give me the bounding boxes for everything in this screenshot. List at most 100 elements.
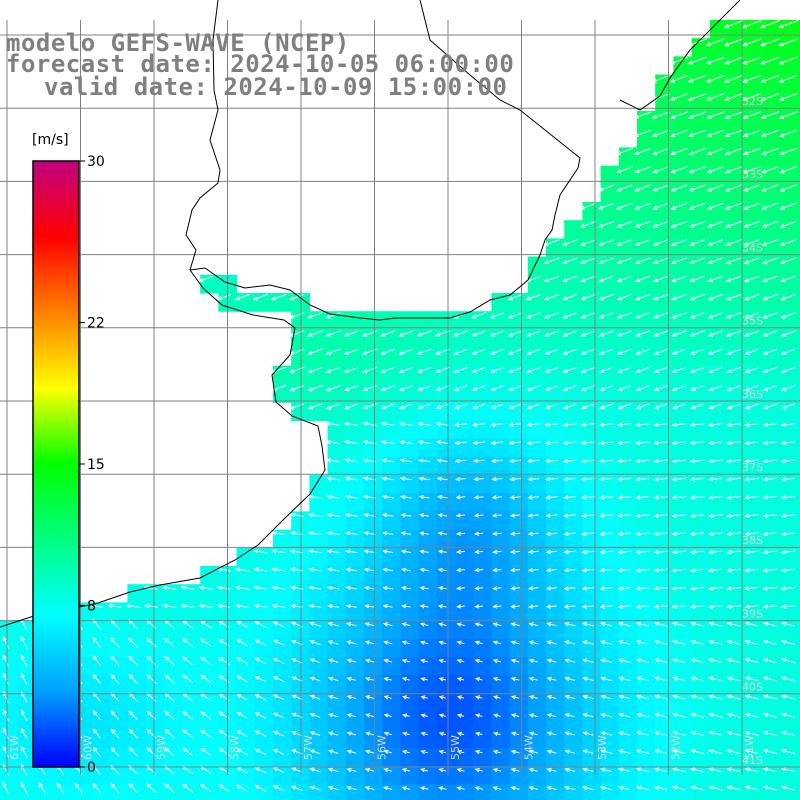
wind-vector xyxy=(563,604,576,609)
wind-vector xyxy=(2,781,10,795)
wind-vector xyxy=(690,730,704,736)
speed-cell xyxy=(709,693,729,713)
speed-cell xyxy=(582,657,602,676)
speed-cell xyxy=(618,438,638,458)
speed-cell xyxy=(673,657,693,676)
wind-vector xyxy=(762,440,778,446)
speed-cell xyxy=(436,784,456,800)
speed-cell xyxy=(782,693,800,713)
speed-cell xyxy=(127,657,147,676)
wind-vector xyxy=(780,531,796,537)
speed-cell xyxy=(582,711,602,731)
wind-vector xyxy=(400,531,412,536)
wind-vector xyxy=(325,330,341,337)
speed-cell xyxy=(618,529,638,549)
wind-vector xyxy=(708,385,723,392)
speed-cell xyxy=(637,456,656,476)
wind-vector xyxy=(490,422,504,427)
wind-vector xyxy=(546,785,557,791)
wind-vector xyxy=(653,385,668,392)
wind-vector xyxy=(635,785,650,791)
wind-vector xyxy=(254,694,267,701)
speed-cell xyxy=(345,766,365,785)
wind-vector xyxy=(564,749,575,754)
wind-vector xyxy=(708,749,723,755)
wind-vector xyxy=(492,586,502,591)
wind-vector xyxy=(74,782,83,794)
speed-cell xyxy=(182,675,201,694)
speed-cell xyxy=(691,420,711,440)
speed-cell xyxy=(327,475,347,494)
wind-vector xyxy=(252,294,268,301)
wind-vector xyxy=(308,603,322,609)
wind-vector xyxy=(471,312,487,319)
wind-vector xyxy=(20,636,28,649)
wind-vector xyxy=(706,75,725,83)
wind-vector xyxy=(726,767,741,773)
wind-vector xyxy=(364,695,375,700)
wind-vector xyxy=(327,658,339,663)
wind-vector xyxy=(726,348,741,355)
wind-vector xyxy=(289,312,305,319)
wind-vector xyxy=(453,367,468,373)
wind-vector xyxy=(272,676,285,683)
speed-cell xyxy=(0,675,19,694)
speed-cell xyxy=(364,420,383,440)
wind-vector xyxy=(689,513,705,518)
speed-cell xyxy=(145,638,165,658)
wind-vector xyxy=(363,585,375,591)
wind-vector xyxy=(474,640,483,645)
speed-cell xyxy=(473,584,492,603)
wind-vector xyxy=(383,695,392,700)
wind-vector xyxy=(474,786,484,791)
speed-cell xyxy=(309,620,329,640)
wind-vector xyxy=(581,622,594,627)
speed-cell xyxy=(618,602,638,622)
wind-vector xyxy=(689,477,705,482)
wind-vector xyxy=(326,585,340,591)
speed-cell xyxy=(509,438,529,458)
wind-vector xyxy=(344,385,359,392)
wind-vector xyxy=(474,622,483,627)
wind-vector xyxy=(636,749,649,754)
wind-vector xyxy=(780,604,796,609)
speed-cell xyxy=(400,584,420,603)
wind-vector xyxy=(543,275,560,283)
wind-vector xyxy=(672,639,686,645)
speed-cell xyxy=(200,675,219,694)
speed-cell xyxy=(418,784,438,800)
wind-vector xyxy=(364,622,375,627)
speed-cell xyxy=(382,456,401,476)
wind-vector xyxy=(363,512,376,518)
wind-vector xyxy=(435,385,450,392)
wind-vector xyxy=(128,674,138,684)
speed-cell xyxy=(582,511,602,531)
speed-cell xyxy=(527,438,547,458)
wind-vector xyxy=(671,312,687,319)
wind-vector xyxy=(564,622,576,627)
wind-vector xyxy=(381,512,394,518)
wind-vector xyxy=(364,640,375,645)
wind-vector xyxy=(182,656,194,666)
wind-vector xyxy=(271,312,287,319)
wind-vector xyxy=(489,367,504,373)
wind-vector xyxy=(780,239,797,246)
speed-cell xyxy=(18,675,37,694)
speed-cell xyxy=(473,475,492,494)
speed-cell xyxy=(655,511,674,531)
wind-vector xyxy=(398,348,414,355)
wind-vector xyxy=(420,768,429,773)
speed-cell xyxy=(564,729,583,749)
wind-vector xyxy=(724,38,744,47)
wind-vector xyxy=(762,495,778,500)
speed-cell xyxy=(637,602,656,622)
speed-cell xyxy=(691,456,711,476)
speed-cell xyxy=(673,748,693,767)
speed-cell xyxy=(782,511,800,531)
wind-vector xyxy=(490,385,504,392)
speed-cell xyxy=(527,547,547,567)
speed-cell xyxy=(109,766,128,785)
wind-vector xyxy=(437,604,447,609)
wind-vector xyxy=(382,549,394,554)
wind-vector xyxy=(438,622,447,627)
